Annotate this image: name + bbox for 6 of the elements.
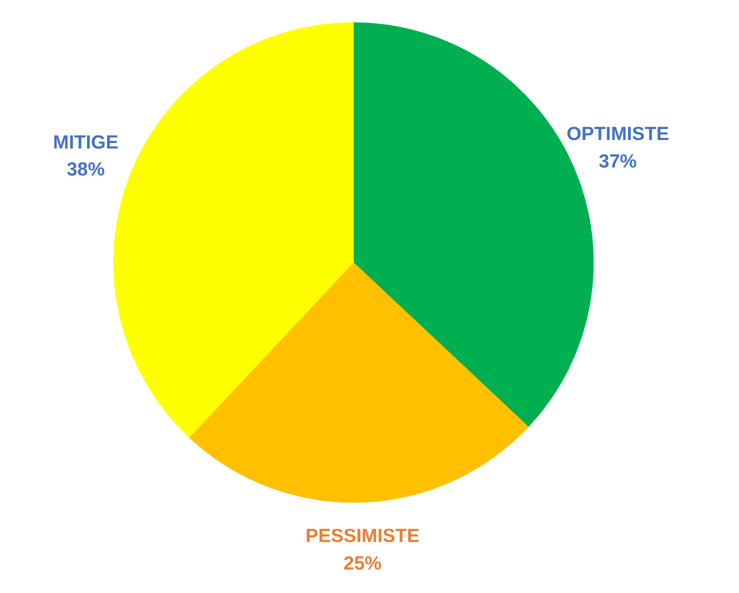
data-label: 25% bbox=[344, 554, 382, 575]
slice-label: PESSIMISTE bbox=[306, 526, 420, 548]
slice-label: OPTIMISTE bbox=[566, 124, 670, 145]
data-label: 37% bbox=[598, 151, 637, 172]
slice-label: MITIGE bbox=[53, 132, 118, 154]
data-label: 38% bbox=[66, 160, 105, 181]
